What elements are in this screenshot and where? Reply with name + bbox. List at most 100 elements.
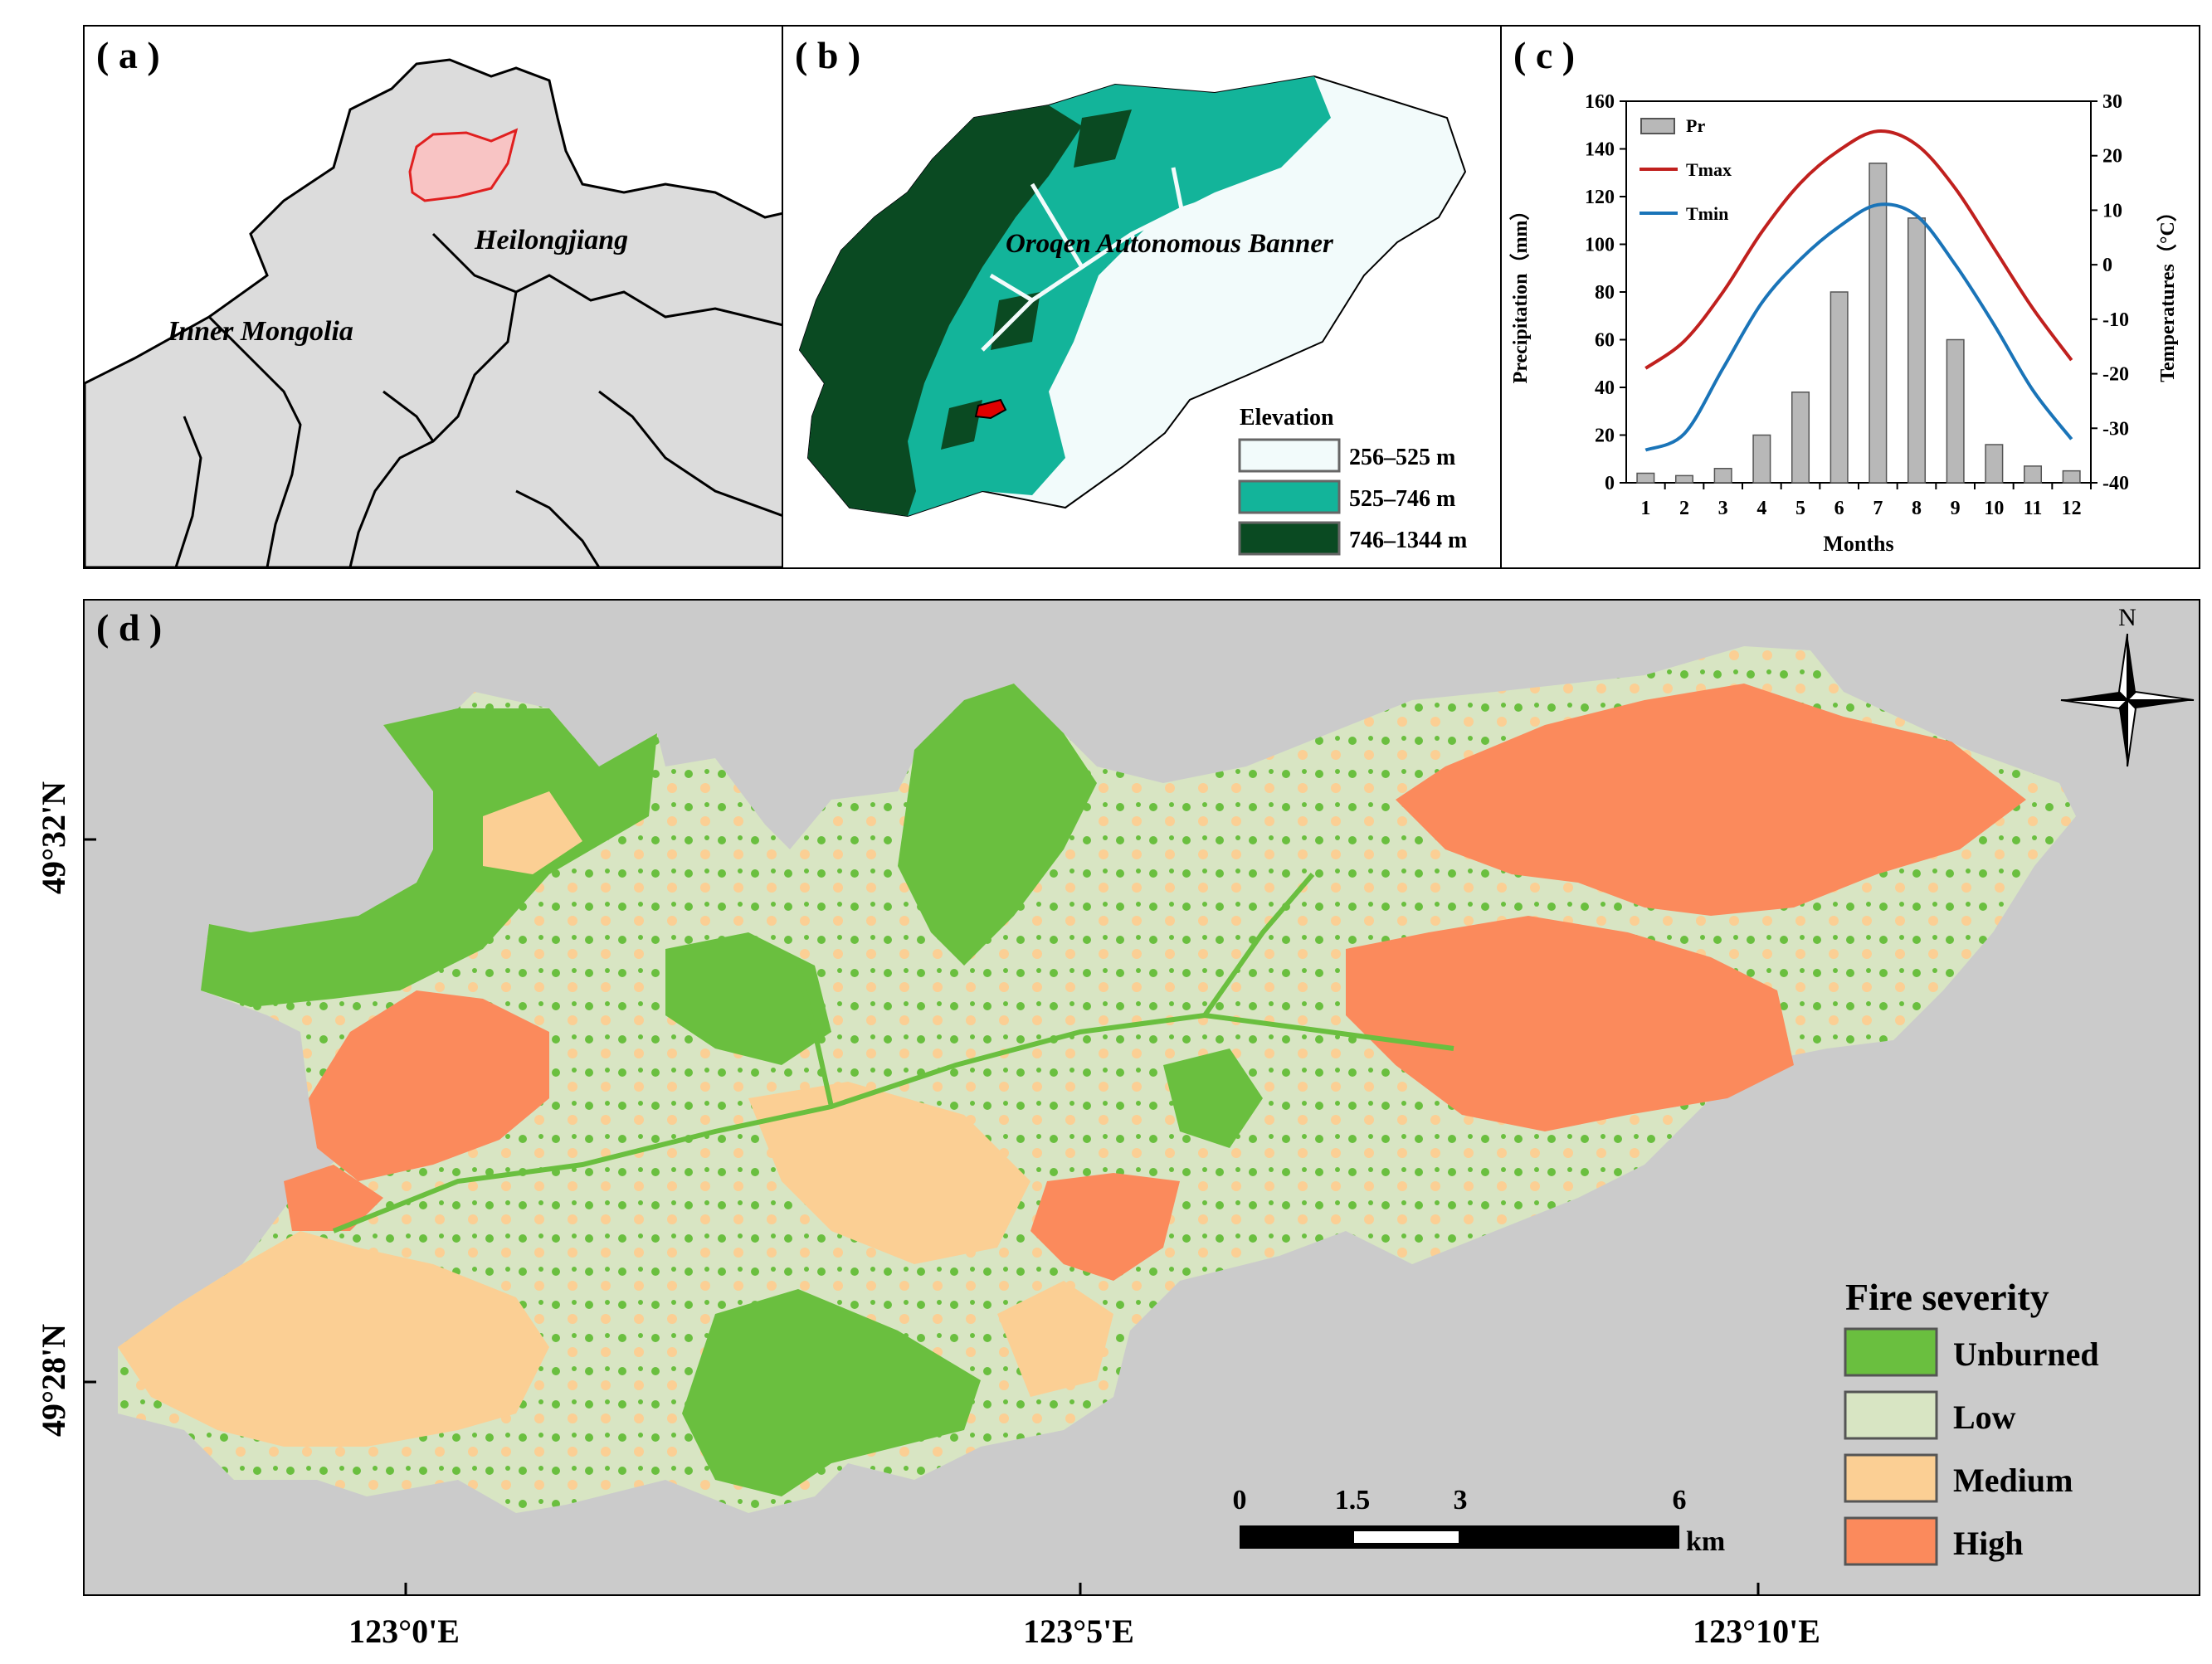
y-tick-label-left: 40 (1595, 377, 1615, 399)
bar-pr (1674, 474, 1694, 484)
scale-tick-3: 3 (1454, 1485, 1468, 1516)
region-label-heilongjiang: Heilongjiang (474, 225, 628, 255)
panel-label-a: ( a ) (96, 34, 160, 76)
fire-legend-label-low: Low (1953, 1399, 2016, 1436)
lon-label-123-10: 123°10'E (1693, 1613, 1820, 1650)
legend-swatch-pr (1640, 118, 1675, 134)
bar-pr (1907, 217, 1927, 484)
fire-legend-label-high: High (1953, 1525, 2023, 1562)
medium-patch-southwest (118, 1231, 549, 1447)
fire-legend-swatch-medium (1844, 1453, 1938, 1503)
y-tick-label-left: 100 (1585, 235, 1615, 256)
x-tick-label: 10 (1984, 498, 2004, 519)
unburned-patch-west (201, 708, 657, 1007)
elevation-legend-swatch-mid (1238, 479, 1341, 514)
legend-label-pr: Pr (1686, 115, 1705, 136)
fire-legend-swatch-low (1844, 1390, 1938, 1440)
y-tick-label-right: 0 (2102, 255, 2112, 276)
panel-label-b: ( b ) (795, 34, 861, 76)
high-patch-central (1030, 1173, 1180, 1281)
lon-label-123-0: 123°0'E (348, 1613, 460, 1650)
fire-legend-label-unburned: Unburned (1953, 1336, 2099, 1373)
panel-a: Heilongjiang Inner Mongolia ( a ) (83, 25, 785, 569)
x-tick-label: 9 (1951, 498, 1961, 519)
lon-label-123-5: 123°5'E (1023, 1613, 1134, 1650)
y-tick-label-left: 160 (1585, 91, 1615, 113)
bar-pr (1946, 338, 1965, 484)
high-patch-east (1346, 916, 1794, 1131)
elevation-legend-label-high: 746–1344 m (1349, 528, 1467, 553)
scale-tick-1-5: 1.5 (1335, 1485, 1371, 1516)
y-tick-label-right: 30 (2102, 91, 2122, 113)
river-network (981, 167, 1282, 352)
high-patch-west (284, 990, 549, 1231)
bar-pr (2062, 470, 2081, 484)
y-tick-label-right: -40 (2102, 473, 2129, 494)
fire-site-marker (974, 398, 1007, 420)
y-tick-label-right: -30 (2102, 418, 2129, 440)
province-borders (174, 232, 783, 567)
y-axis-title-left: Precipitation（mm） (1509, 201, 1532, 384)
x-tick-label: 8 (1912, 498, 1922, 519)
x-tick-label: 5 (1795, 498, 1805, 519)
y-tick-label-left: 140 (1585, 139, 1615, 161)
province-regions (85, 58, 783, 567)
x-tick-label: 1 (1640, 498, 1650, 519)
fire-legend-swatch-unburned (1844, 1327, 1938, 1377)
climate-chart: 0 20 40 60 80 100 120 140 160 -40 -30 -20 -10 0 10 20 3… (1509, 91, 2179, 556)
elevation-legend-title: Elevation (1240, 405, 1334, 431)
y-tick-label-left: 60 (1595, 330, 1615, 352)
bar-pr (1636, 472, 1655, 484)
y-tick-label-left: 120 (1585, 187, 1615, 208)
lat-label-49-28: 49°28'N (35, 1324, 72, 1437)
y-tick-label-right: 20 (2102, 146, 2122, 168)
river-channels (332, 873, 1454, 1233)
medium-patch-central (483, 791, 1113, 1397)
high-patch-northeast (1396, 684, 2026, 916)
fire-legend-swatch-high (1844, 1516, 1938, 1566)
panel-label-d: ( d ) (96, 606, 163, 649)
legend-label-tmin: Tmin (1686, 203, 1728, 224)
unburned-patch-central (898, 684, 1097, 966)
panel-c: 0 20 40 60 80 100 120 140 160 -40 -30 -20 -10 0 10 20 3… (1500, 25, 2200, 569)
y-tick-label-left: 80 (1595, 282, 1615, 304)
lat-label-49-32: 49°32'N (35, 781, 72, 894)
legend-label-tmax: Tmax (1686, 159, 1732, 180)
y-tick-label-right: -20 (2102, 364, 2129, 386)
fire-legend-title: Fire severity (1845, 1276, 2049, 1318)
elevation-legend-label-low: 256–525 m (1349, 445, 1455, 470)
scale-bar: 0 1.5 3 6 km (1233, 1485, 1726, 1557)
scale-unit: km (1686, 1526, 1725, 1557)
elevation-high-patches (941, 109, 1132, 450)
elevation-legend-swatch-low (1238, 438, 1341, 473)
fire-legend-label-medium: Medium (1953, 1462, 2073, 1499)
north-label: N (2118, 604, 2136, 631)
scale-tick-0: 0 (1233, 1485, 1247, 1516)
y-tick-label-left: 0 (1605, 473, 1615, 494)
line-tmax (1644, 129, 2073, 370)
bar-pr (1869, 163, 1888, 484)
x-tick-label: 4 (1756, 498, 1766, 519)
north-arrow-icon (2060, 633, 2195, 767)
elevation-legend-swatch-high (1238, 521, 1341, 556)
area-label-oroqen: Oroqen Autonomous Banner (1006, 229, 1334, 259)
panel-d: N 0 1.5 3 6 km Fire severity Unburned Lo… (83, 599, 2200, 1596)
x-tick-label: 7 (1873, 498, 1883, 519)
elevation-legend-label-mid: 525–746 m (1349, 486, 1455, 512)
unburned-patch-mid (665, 932, 1263, 1148)
elevation-high (800, 105, 1082, 516)
bar-pr (1830, 291, 1849, 484)
y-tick-label-left: 20 (1595, 426, 1615, 447)
y-tick-label-right: 10 (2102, 200, 2122, 221)
x-tick-label: 12 (2062, 498, 2082, 519)
bar-pr (1791, 392, 1810, 484)
bar-pr (1985, 444, 2004, 484)
region-label-inner-mongolia: Inner Mongolia (167, 316, 353, 347)
bar-pr (1713, 468, 1732, 484)
elevation-map: Oroqen Autonomous Banner Elevation 256–5… (798, 75, 1467, 556)
x-axis-title: Months (1823, 532, 1893, 556)
x-tick-label: 11 (2024, 498, 2043, 519)
fire-severity-map: N 0 1.5 3 6 km Fire severity Unburned Lo… (85, 604, 2195, 1594)
unburned-patch-south (682, 1289, 981, 1496)
line-tmin (1644, 202, 2073, 452)
